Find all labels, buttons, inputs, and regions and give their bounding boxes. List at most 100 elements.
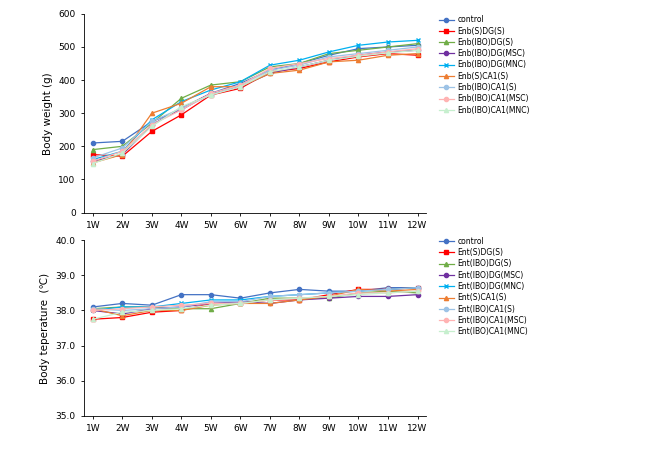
Ent(IBO)CA1(S) bbox=[89, 306, 97, 311]
Ent(IBO)CA1(S) bbox=[413, 285, 421, 291]
control bbox=[413, 43, 421, 48]
control bbox=[413, 285, 421, 291]
Enb(IBO)DG(MSC) bbox=[236, 84, 244, 90]
Ent(S)DG(S) bbox=[325, 292, 333, 298]
Ent(IBO)CA1(MNC) bbox=[207, 303, 214, 308]
Ent(IBO)CA1(MNC) bbox=[384, 290, 392, 296]
Enb(S)DG(S) bbox=[89, 152, 97, 158]
Enb(S)DG(S) bbox=[178, 112, 185, 118]
Line: Ent(IBO)CA1(MNC): Ent(IBO)CA1(MNC) bbox=[90, 289, 420, 322]
Enb(S)DG(S) bbox=[413, 53, 421, 58]
Enb(IBO)DG(S) bbox=[178, 96, 185, 101]
Enb(IBO)CA1(MSC) bbox=[413, 46, 421, 51]
Ent(IBO)DG(MSC) bbox=[296, 297, 304, 303]
Enb(IBO)DG(MSC) bbox=[413, 48, 421, 53]
Enb(S)DG(S) bbox=[384, 51, 392, 56]
Enb(IBO)DG(S) bbox=[296, 61, 304, 66]
Ent(S)DG(S) bbox=[148, 310, 156, 315]
Enb(S)CA1(S) bbox=[118, 152, 126, 158]
Enb(IBO)CA1(MNC) bbox=[148, 124, 156, 129]
Enb(S)DG(S) bbox=[355, 54, 362, 60]
control bbox=[118, 301, 126, 306]
Enb(IBO)CA1(MNC) bbox=[178, 104, 185, 109]
control bbox=[178, 292, 185, 298]
Ent(S)DG(S) bbox=[207, 301, 214, 306]
Enb(IBO)DG(MNC) bbox=[148, 117, 156, 122]
Ent(IBO)CA1(MNC) bbox=[89, 316, 97, 322]
Ent(IBO)DG(S) bbox=[413, 290, 421, 296]
Ent(IBO)CA1(MSC) bbox=[325, 294, 333, 299]
control bbox=[355, 46, 362, 51]
control bbox=[148, 303, 156, 308]
Enb(IBO)CA1(MNC) bbox=[325, 57, 333, 63]
Enb(IBO)CA1(S) bbox=[178, 105, 185, 111]
Enb(IBO)CA1(MNC) bbox=[207, 92, 214, 98]
Enb(S)CA1(S) bbox=[355, 57, 362, 63]
Enb(IBO)CA1(MSC) bbox=[296, 61, 304, 66]
Ent(IBO)CA1(S) bbox=[355, 288, 362, 294]
Ent(S)DG(S) bbox=[384, 286, 392, 292]
Ent(IBO)DG(MNC) bbox=[89, 308, 97, 313]
Ent(IBO)CA1(MNC) bbox=[236, 301, 244, 306]
Enb(S)DG(S) bbox=[236, 85, 244, 91]
Ent(S)CA1(S) bbox=[236, 301, 244, 306]
Enb(IBO)CA1(S) bbox=[118, 145, 126, 151]
Ent(S)CA1(S) bbox=[207, 303, 214, 308]
Enb(IBO)CA1(MSC) bbox=[118, 148, 126, 154]
Enb(IBO)DG(S) bbox=[325, 51, 333, 56]
Enb(S)CA1(S) bbox=[236, 84, 244, 90]
Enb(IBO)DG(MNC) bbox=[413, 37, 421, 43]
Enb(IBO)CA1(MNC) bbox=[89, 161, 97, 166]
Line: Enb(IBO)CA1(MNC): Enb(IBO)CA1(MNC) bbox=[90, 48, 420, 165]
Ent(IBO)DG(S) bbox=[178, 306, 185, 311]
Ent(S)DG(S) bbox=[266, 297, 274, 303]
Ent(IBO)CA1(MSC) bbox=[266, 297, 274, 303]
Enb(IBO)CA1(MNC) bbox=[266, 69, 274, 74]
Enb(IBO)DG(S) bbox=[413, 41, 421, 47]
Enb(IBO)CA1(MSC) bbox=[89, 158, 97, 164]
Ent(IBO)CA1(S) bbox=[266, 294, 274, 299]
Ent(S)DG(S) bbox=[355, 286, 362, 292]
Enb(IBO)CA1(S) bbox=[266, 67, 274, 73]
Enb(S)CA1(S) bbox=[266, 71, 274, 76]
Ent(IBO)DG(MNC) bbox=[207, 297, 214, 303]
Ent(IBO)CA1(S) bbox=[148, 306, 156, 311]
Line: Ent(S)DG(S): Ent(S)DG(S) bbox=[90, 286, 420, 322]
Enb(IBO)DG(MSC) bbox=[355, 53, 362, 58]
Enb(IBO)DG(MNC) bbox=[118, 148, 126, 154]
Enb(IBO)DG(MSC) bbox=[148, 122, 156, 128]
Ent(IBO)CA1(MSC) bbox=[148, 304, 156, 310]
Ent(S)CA1(S) bbox=[89, 306, 97, 311]
Enb(IBO)CA1(MSC) bbox=[207, 91, 214, 96]
Enb(IBO)CA1(MSC) bbox=[178, 107, 185, 113]
Ent(S)CA1(S) bbox=[325, 294, 333, 299]
Line: Enb(IBO)CA1(MSC): Enb(IBO)CA1(MSC) bbox=[90, 47, 420, 163]
Enb(IBO)DG(MNC) bbox=[178, 99, 185, 104]
control bbox=[325, 288, 333, 294]
Line: Ent(IBO)DG(MNC): Ent(IBO)DG(MNC) bbox=[90, 286, 420, 313]
Enb(IBO)DG(MSC) bbox=[296, 64, 304, 70]
Ent(IBO)DG(MSC) bbox=[89, 308, 97, 313]
Enb(IBO)DG(MNC) bbox=[266, 62, 274, 68]
Ent(IBO)DG(MSC) bbox=[118, 311, 126, 317]
Enb(IBO)CA1(MNC) bbox=[384, 50, 392, 56]
Ent(S)CA1(S) bbox=[413, 286, 421, 292]
Enb(S)DG(S) bbox=[118, 153, 126, 159]
Ent(IBO)DG(S) bbox=[384, 288, 392, 294]
Ent(IBO)CA1(S) bbox=[384, 286, 392, 292]
Legend: control, Ent(S)DG(S), Ent(IBO)DG(S), Ent(IBO)DG(MSC), Ent(IBO)DG(MNC), Ent(S)CA1: control, Ent(S)DG(S), Ent(IBO)DG(S), Ent… bbox=[437, 235, 530, 338]
Ent(IBO)CA1(MNC) bbox=[413, 288, 421, 294]
Enb(IBO)DG(MSC) bbox=[384, 49, 392, 55]
Enb(IBO)DG(MSC) bbox=[89, 158, 97, 164]
Ent(IBO)DG(S) bbox=[296, 295, 304, 301]
Enb(IBO)CA1(MSC) bbox=[325, 56, 333, 61]
control bbox=[118, 139, 126, 144]
Enb(S)CA1(S) bbox=[296, 67, 304, 73]
Enb(S)CA1(S) bbox=[384, 53, 392, 58]
Line: Enb(IBO)DG(S): Enb(IBO)DG(S) bbox=[90, 42, 420, 152]
Enb(S)CA1(S) bbox=[89, 160, 97, 166]
Enb(S)CA1(S) bbox=[325, 59, 333, 65]
Ent(S)CA1(S) bbox=[355, 286, 362, 292]
Ent(IBO)DG(MNC) bbox=[384, 286, 392, 292]
Ent(IBO)CA1(S) bbox=[178, 304, 185, 310]
